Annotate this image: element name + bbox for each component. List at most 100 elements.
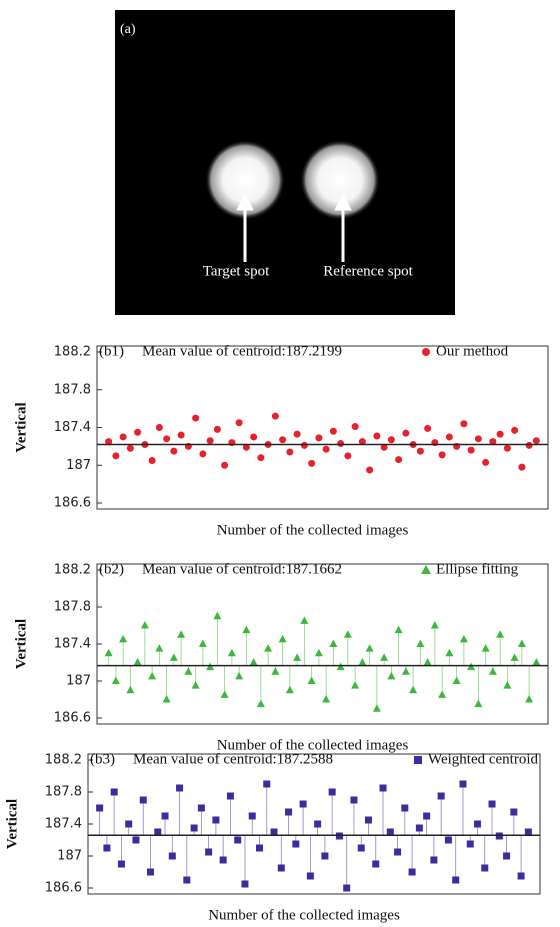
point [307,676,316,684]
point [161,812,169,820]
y-tick-label: 187.8 [45,785,82,800]
legend-marker [421,565,431,574]
point [176,784,184,792]
point [460,420,468,428]
point [350,796,358,804]
point [365,644,374,652]
point [112,452,120,460]
point [466,840,474,848]
point [293,430,301,438]
panel-label: (a) [120,22,136,37]
legend-label: Our method [436,343,509,359]
point [300,616,309,624]
point [401,667,410,675]
target-spot [205,140,285,220]
point [212,816,220,824]
point [126,685,135,694]
point [177,431,185,439]
y-tick-label: 187.8 [54,600,91,615]
point [285,808,293,816]
point [140,621,149,629]
point [387,671,396,680]
point [351,423,359,431]
point [445,433,453,441]
point [372,704,381,712]
point [306,872,314,880]
point [517,872,525,880]
point [277,864,285,872]
point [271,412,279,420]
point [314,648,323,657]
point [314,820,322,828]
point [162,695,171,703]
x-axis-label: Number of the collected images [217,522,409,538]
point [481,864,489,872]
point [96,804,104,812]
point [445,648,454,657]
point [409,685,418,694]
point [401,804,409,812]
point [241,880,249,888]
point [119,634,128,643]
point [416,447,424,455]
point [329,639,338,647]
point [328,788,336,796]
point [329,427,337,435]
point [117,860,125,868]
point [257,454,265,462]
point [205,848,213,856]
plot-frame [87,753,541,895]
y-tick-label: 187.4 [45,817,82,832]
point [372,860,380,868]
annotation: Mean value of centroid:187.2588 [133,751,333,767]
point [394,848,402,856]
point [213,611,222,620]
point [459,780,467,788]
point [510,808,518,816]
point [198,639,207,647]
point [438,451,446,459]
point [380,653,389,661]
point [488,800,496,808]
point [190,824,198,832]
point [256,699,265,708]
point [249,658,258,666]
point [184,667,193,675]
point [415,824,423,832]
legend-marker [422,348,430,356]
point [206,437,214,445]
annotation: Mean value of centroid:187.1662 [142,561,342,577]
point [191,681,200,689]
point [234,836,242,844]
y-axis-label: Vertical [4,799,20,849]
point [474,435,482,443]
panel-label: (b1) [99,343,124,359]
point [155,644,164,652]
point [395,456,403,464]
y-tick-label: 187.4 [54,420,91,435]
point [402,429,410,437]
point [532,437,540,445]
point [227,648,236,657]
y-tick-label: 186.6 [54,711,91,726]
point [111,676,120,684]
point [170,447,178,455]
point [438,690,447,698]
point [242,443,250,451]
point [285,685,294,694]
point [139,796,147,804]
point [271,667,280,675]
y-tick-label: 187 [57,849,82,864]
y-tick-label: 187 [66,458,91,473]
point [386,828,394,836]
point [125,820,133,828]
point [474,699,483,708]
point [286,448,294,456]
y-tick-label: 186.6 [54,496,91,511]
point [256,844,263,852]
point [132,836,140,844]
legend-marker [414,756,422,764]
point [148,671,157,680]
point [308,459,316,467]
